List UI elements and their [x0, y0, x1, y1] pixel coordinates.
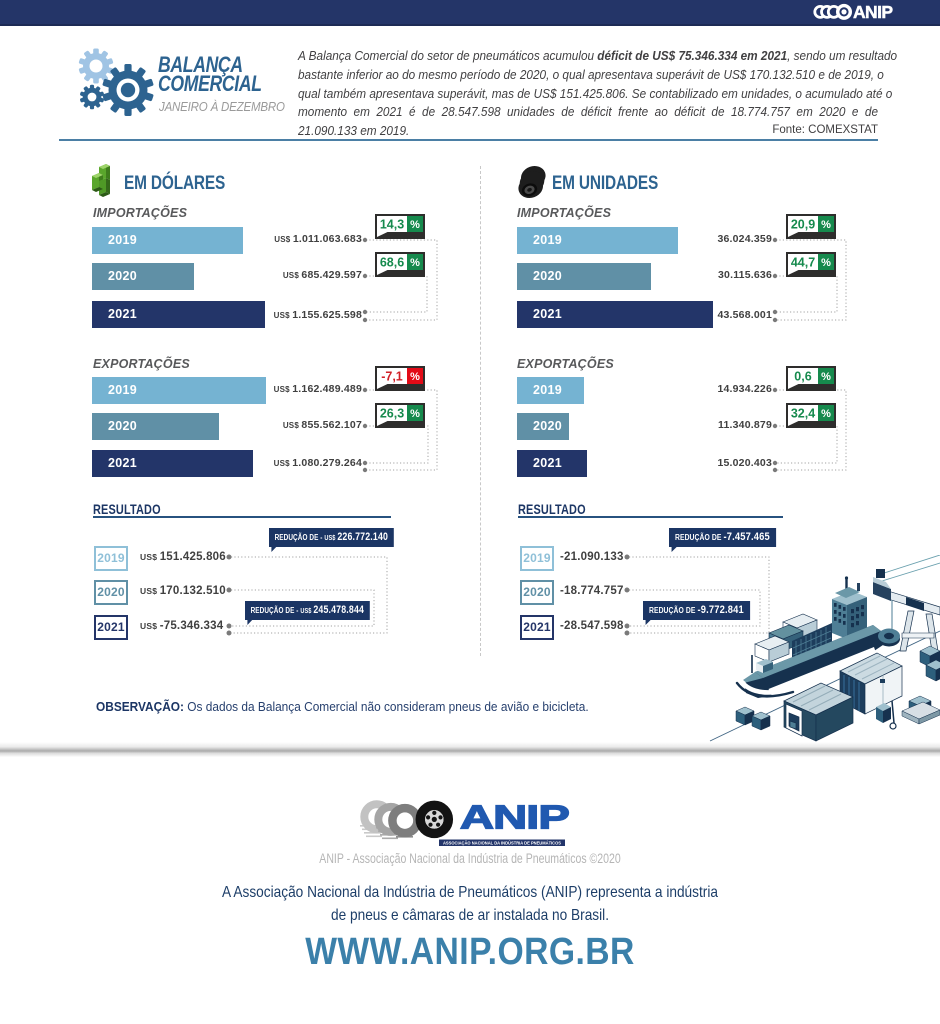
svg-text:68,6: 68,6 — [380, 256, 404, 270]
svg-text:%: % — [821, 408, 831, 420]
svg-text:0,6: 0,6 — [794, 370, 811, 384]
svg-text:%: % — [410, 371, 420, 383]
svg-text:%: % — [821, 219, 831, 231]
svg-text:20,9: 20,9 — [791, 218, 815, 232]
svg-text:ASSOCIAÇÃO NACIONAL DA INDÚSTR: ASSOCIAÇÃO NACIONAL DA INDÚSTRIA DE PNEU… — [443, 839, 561, 845]
svg-text:-7,1: -7,1 — [381, 370, 403, 384]
svg-text:ANIP: ANIP — [460, 798, 569, 835]
svg-text:%: % — [821, 371, 831, 383]
svg-text:14,3: 14,3 — [380, 218, 404, 232]
svg-text:%: % — [410, 408, 420, 420]
svg-text:%: % — [410, 257, 420, 269]
svg-text:26,3: 26,3 — [380, 407, 404, 421]
svg-text:%: % — [410, 219, 420, 231]
svg-text:%: % — [821, 257, 831, 269]
svg-text:32,4: 32,4 — [791, 407, 815, 421]
svg-text:44,7: 44,7 — [791, 256, 815, 270]
svg-text:ANIP: ANIP — [853, 3, 893, 22]
